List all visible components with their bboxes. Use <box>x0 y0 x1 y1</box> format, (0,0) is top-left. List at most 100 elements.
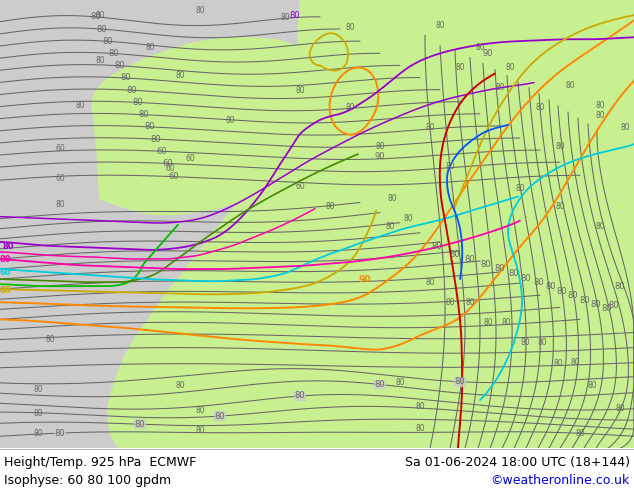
Text: 80: 80 <box>175 381 185 391</box>
Text: 80: 80 <box>3 243 14 251</box>
Text: 80: 80 <box>590 300 601 309</box>
Text: 80: 80 <box>533 278 543 287</box>
Text: 80: 80 <box>45 335 55 344</box>
Text: Height/Temp. 925 hPa  ECMWF: Height/Temp. 925 hPa ECMWF <box>4 456 197 469</box>
Text: 80: 80 <box>33 409 43 417</box>
Text: 80: 80 <box>108 49 119 58</box>
Text: 80: 80 <box>403 214 413 223</box>
Text: 60: 60 <box>55 144 65 152</box>
Text: 80: 80 <box>520 338 530 347</box>
Text: 80: 80 <box>537 338 547 347</box>
Text: 80: 80 <box>535 103 545 112</box>
Text: 90: 90 <box>359 274 372 284</box>
Text: 80: 80 <box>570 358 580 367</box>
Text: Sa 01-06-2024 18:00 UTC (18+144): Sa 01-06-2024 18:00 UTC (18+144) <box>405 456 630 469</box>
Text: 80: 80 <box>280 13 290 22</box>
Text: Isophyse: 60 80 100 gpdm: Isophyse: 60 80 100 gpdm <box>4 474 171 487</box>
Text: 80: 80 <box>395 378 405 388</box>
Text: 80: 80 <box>435 21 445 30</box>
Text: 80: 80 <box>75 101 85 110</box>
Text: 80: 80 <box>567 291 578 300</box>
Text: 80: 80 <box>139 110 150 119</box>
Text: 80: 80 <box>501 318 511 327</box>
Polygon shape <box>108 0 634 448</box>
Text: 60: 60 <box>0 268 11 276</box>
Text: 80: 80 <box>565 81 575 90</box>
Text: 80: 80 <box>445 162 455 171</box>
Text: 80: 80 <box>33 386 43 394</box>
Text: 80: 80 <box>557 287 567 296</box>
Text: 80: 80 <box>55 200 65 209</box>
Text: 80: 80 <box>615 404 625 413</box>
Text: 80: 80 <box>385 222 395 231</box>
Text: 60: 60 <box>165 164 175 173</box>
Text: 80: 80 <box>595 101 605 110</box>
Text: 60: 60 <box>185 154 195 163</box>
Text: 80: 80 <box>145 122 155 131</box>
Text: 80: 80 <box>195 426 205 435</box>
Text: 80: 80 <box>375 142 385 150</box>
Text: 80: 80 <box>505 63 515 72</box>
Text: 80: 80 <box>575 429 585 438</box>
Text: 80: 80 <box>465 255 476 264</box>
Text: 80: 80 <box>455 63 465 72</box>
Text: 80: 80 <box>95 56 105 65</box>
Text: 80: 80 <box>620 123 630 132</box>
Text: 80: 80 <box>134 420 145 429</box>
Text: 60: 60 <box>55 174 65 183</box>
Text: 90: 90 <box>375 152 385 161</box>
Text: 80: 80 <box>595 222 605 231</box>
Text: 80: 80 <box>455 377 465 386</box>
Text: 80: 80 <box>120 74 131 82</box>
Text: 90: 90 <box>482 49 493 58</box>
Text: 60: 60 <box>157 147 167 156</box>
Text: 80: 80 <box>115 61 126 70</box>
Text: 80: 80 <box>587 381 597 391</box>
Text: 80: 80 <box>495 264 505 273</box>
Text: 80: 80 <box>508 269 519 278</box>
Text: 80: 80 <box>521 274 531 283</box>
Text: ©weatheronline.co.uk: ©weatheronline.co.uk <box>491 474 630 487</box>
Text: 80: 80 <box>415 424 425 433</box>
Text: 80: 80 <box>295 86 305 95</box>
Text: 80: 80 <box>425 123 435 132</box>
Text: 80: 80 <box>103 37 113 46</box>
Text: 80: 80 <box>33 429 43 438</box>
Text: 80: 80 <box>325 202 335 211</box>
Text: 80: 80 <box>495 83 505 92</box>
Text: 80: 80 <box>480 260 491 269</box>
Text: 60: 60 <box>169 172 179 181</box>
Text: 80: 80 <box>0 286 11 294</box>
Text: 80: 80 <box>151 135 161 144</box>
Text: 80: 80 <box>609 300 619 310</box>
Text: 80: 80 <box>595 111 605 121</box>
Text: 80: 80 <box>465 298 475 307</box>
Text: 80: 80 <box>290 11 301 20</box>
Text: 80: 80 <box>431 242 442 251</box>
Text: 60: 60 <box>295 182 305 191</box>
Text: 80: 80 <box>295 392 306 400</box>
Text: 80: 80 <box>225 117 235 125</box>
Text: 80: 80 <box>0 255 11 265</box>
Text: 80: 80 <box>579 295 590 305</box>
Text: 80: 80 <box>476 43 485 52</box>
Text: 80: 80 <box>415 401 425 411</box>
Text: 80: 80 <box>133 98 143 107</box>
Text: 80: 80 <box>97 24 107 34</box>
Text: 80: 80 <box>445 298 455 307</box>
Text: 80: 80 <box>602 304 612 313</box>
Text: 80: 80 <box>345 23 355 32</box>
Text: 80: 80 <box>145 43 155 52</box>
Text: 80: 80 <box>387 194 397 203</box>
Text: 80: 80 <box>195 5 205 15</box>
Text: 80: 80 <box>555 202 565 211</box>
Text: 80: 80 <box>55 429 65 438</box>
Text: 60: 60 <box>163 159 173 168</box>
Text: 80: 80 <box>215 412 225 420</box>
Text: 80: 80 <box>515 184 525 193</box>
Text: 80: 80 <box>95 11 105 20</box>
Text: 80: 80 <box>545 283 556 292</box>
Polygon shape <box>92 37 340 215</box>
Text: 80: 80 <box>345 103 355 112</box>
Text: 80: 80 <box>91 12 101 22</box>
